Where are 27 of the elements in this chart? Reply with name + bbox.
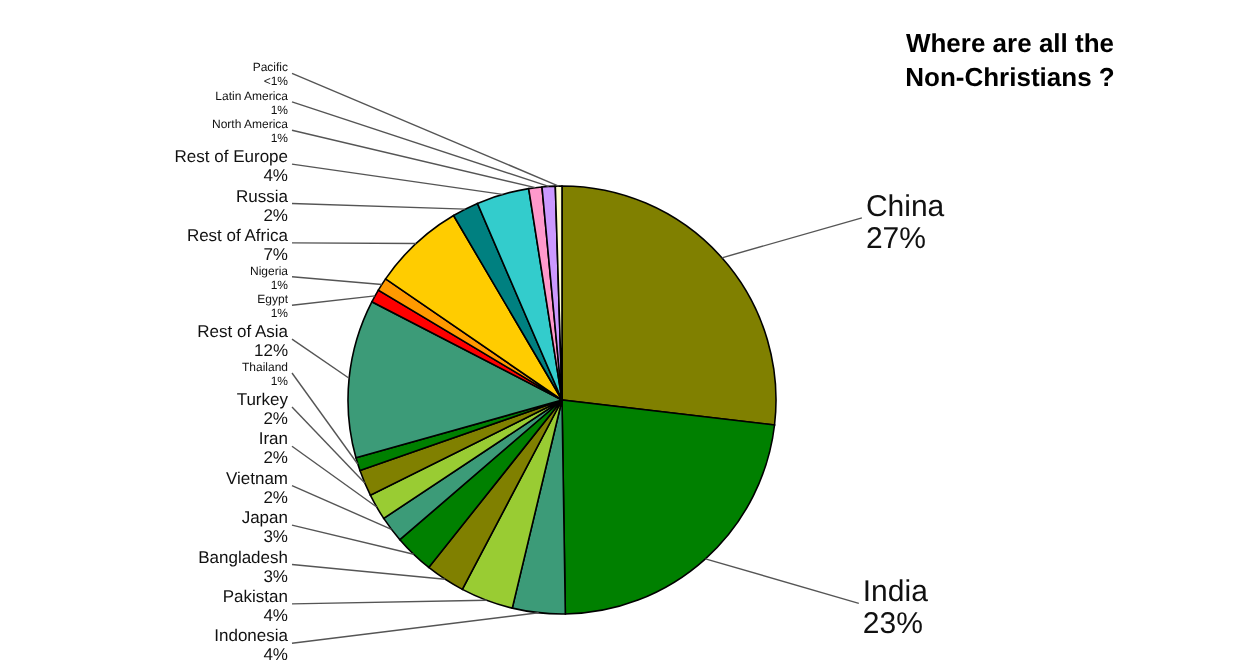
slice-label: Vietnam xyxy=(225,467,288,488)
slice-label: Russia xyxy=(236,185,289,206)
slice-label: Turkey xyxy=(236,388,290,409)
slice-label: Rest of Africa xyxy=(186,224,289,245)
data-label: 2% xyxy=(263,204,289,225)
slice-label: Bangladesh xyxy=(198,546,289,567)
slice-label: Rest of Asia xyxy=(197,321,289,342)
data-label: 2% xyxy=(263,447,289,468)
slice-label: India xyxy=(862,575,930,610)
data-label: 4% xyxy=(263,165,289,186)
data-label: 23% xyxy=(862,607,923,642)
slice-label: Indonesia xyxy=(214,625,289,646)
data-label: 2% xyxy=(263,407,289,428)
data-label: 2% xyxy=(263,486,289,507)
slice-label: China xyxy=(865,189,946,224)
slice-label: Pakistan xyxy=(222,585,289,606)
slice-label: Rest of Europe xyxy=(174,146,289,167)
data-label: 3% xyxy=(263,526,289,547)
text: Where are all the Non-Christians ? xyxy=(905,28,1115,92)
data-label: 12% xyxy=(253,340,289,361)
data-label: 27% xyxy=(865,221,926,256)
slice-label: Iran xyxy=(258,428,289,449)
data-label: 4% xyxy=(263,644,289,665)
data-label: 7% xyxy=(263,243,289,264)
data-label: 3% xyxy=(263,565,289,586)
data-label: 4% xyxy=(263,604,289,625)
slice-label: Japan xyxy=(241,507,289,528)
